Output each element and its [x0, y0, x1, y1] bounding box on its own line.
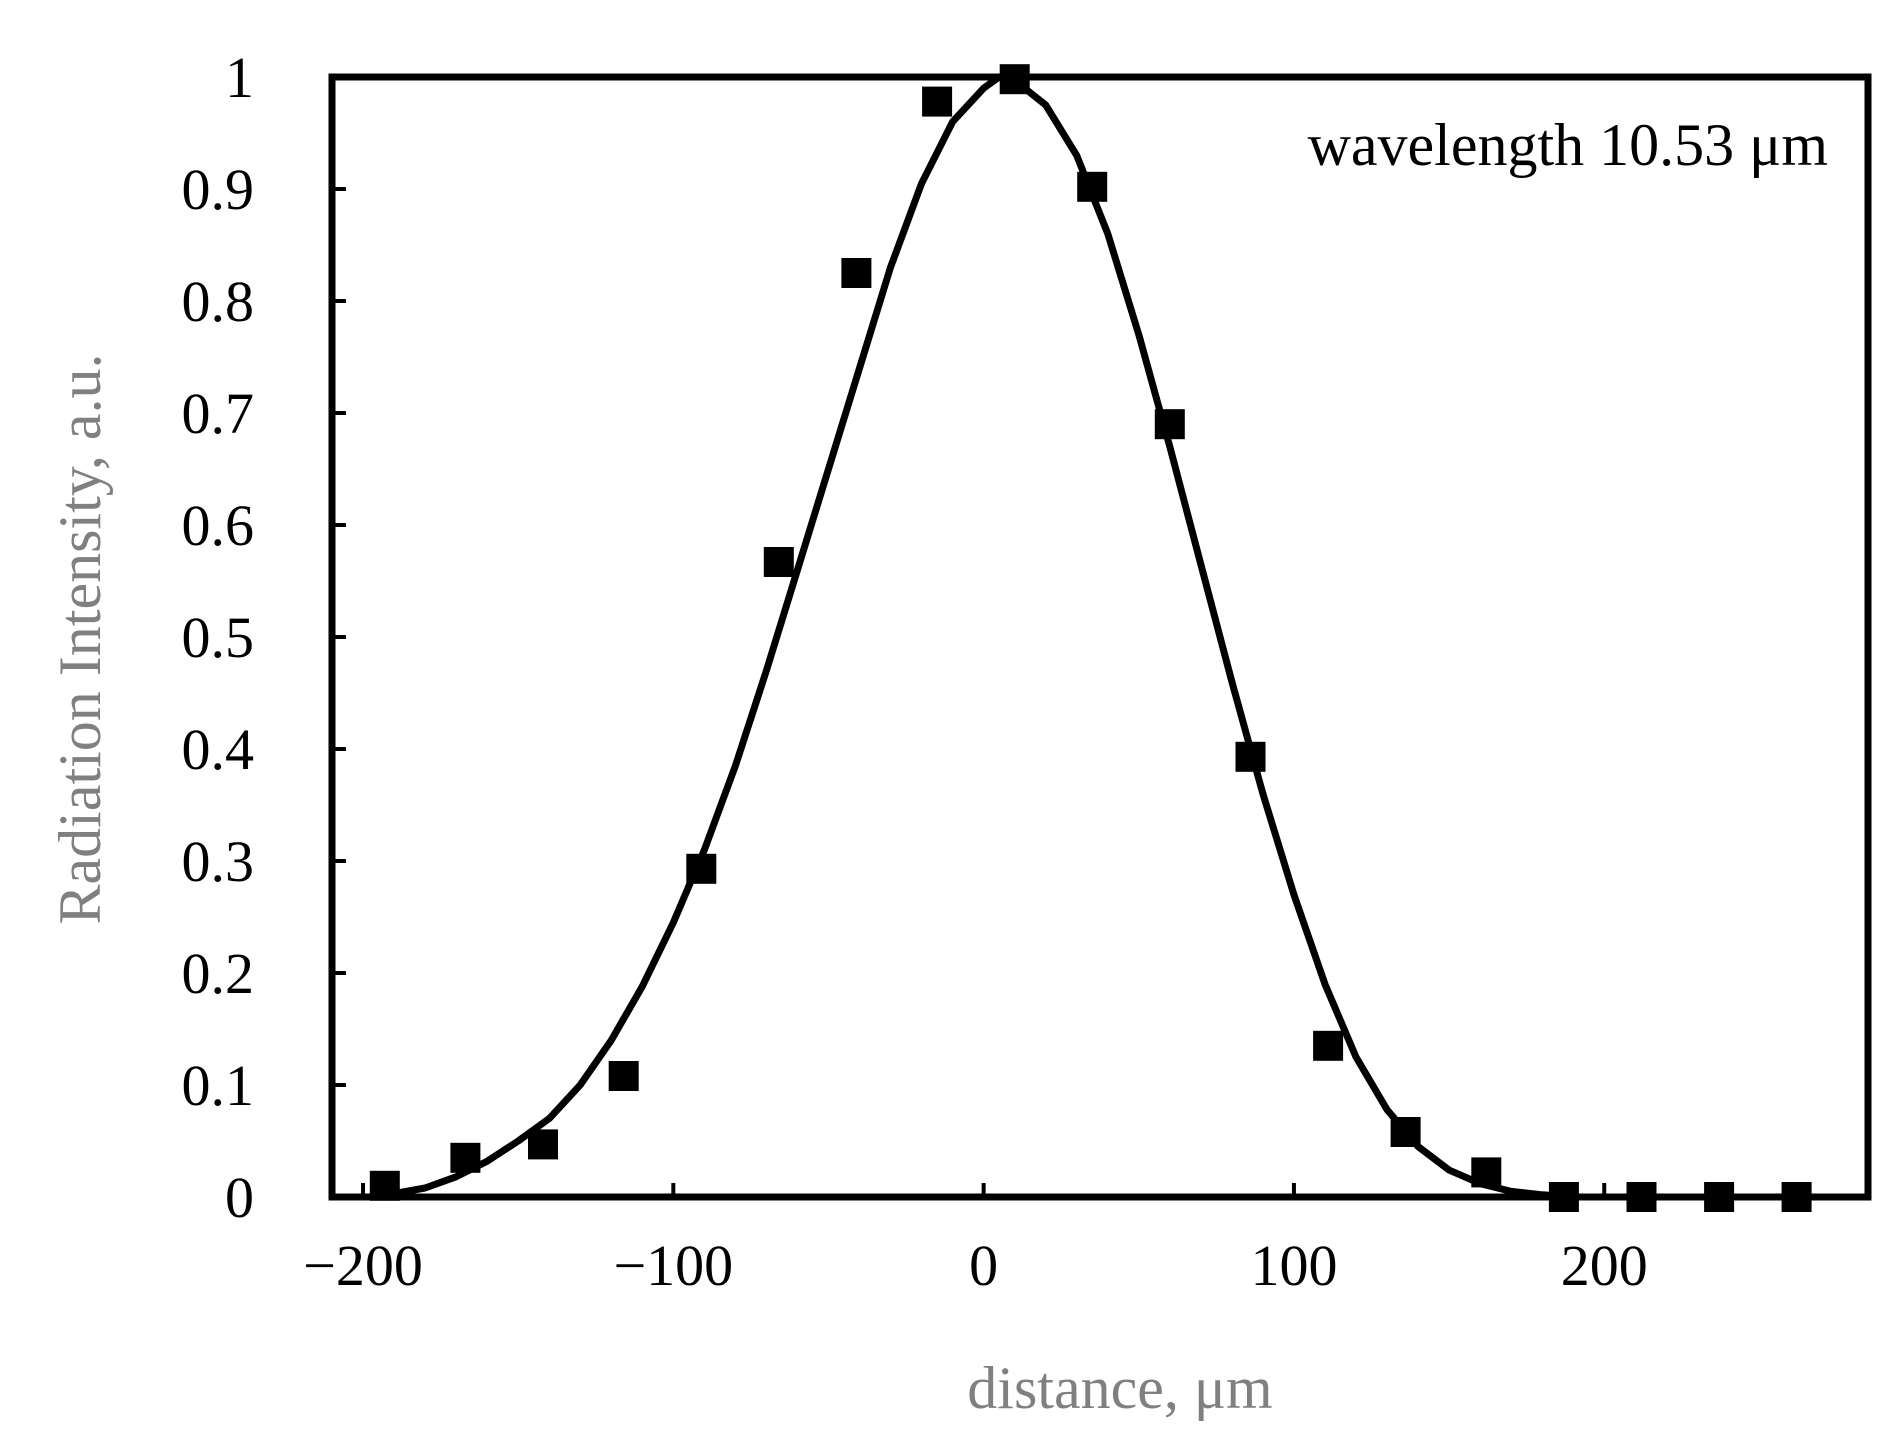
data-point-14	[1390, 1117, 1421, 1147]
y-tick-label: 0.6	[182, 493, 255, 558]
data-point-2	[450, 1142, 481, 1173]
y-tick-label: 0.3	[182, 829, 255, 894]
x-tick-label: −100	[613, 1233, 733, 1298]
x-tick-label: 200	[1561, 1233, 1648, 1298]
data-point-15	[1471, 1157, 1502, 1188]
data-point-6	[763, 547, 794, 577]
plot-frame	[328, 73, 1872, 1201]
data-point-13	[1313, 1030, 1344, 1061]
y-tick-label: 0.5	[182, 605, 255, 670]
y-axis-label: Radiation Intensity, a.u.	[47, 354, 113, 925]
data-point-18	[1704, 1182, 1735, 1212]
tick-labels: −200 −100 0 100 200 0 0.1 0.2 0.3 0.4 0.5 0.6 0.7 0.8…	[182, 45, 1648, 1298]
axis-ticks	[332, 75, 1607, 1199]
data-point-1	[369, 1170, 400, 1201]
y-tick-label: 0	[225, 1165, 254, 1230]
data-point-17	[1626, 1182, 1657, 1212]
data-point-7	[841, 258, 872, 288]
plot-area	[328, 64, 1872, 1212]
data-point-8	[922, 86, 953, 117]
data-point-5	[686, 853, 717, 884]
data-point-3	[528, 1129, 558, 1160]
x-tick-label: 0	[969, 1233, 998, 1298]
y-tick-label: 0.8	[182, 269, 255, 334]
y-tick-label: 1	[225, 45, 254, 110]
data-point-16	[1548, 1182, 1579, 1212]
data-point-11	[1154, 409, 1185, 440]
data-point-10	[1077, 171, 1108, 202]
wavelength-annotation: wavelength 10.53 μm	[1308, 112, 1828, 178]
x-tick-label: −200	[303, 1233, 423, 1298]
data-point-9	[999, 64, 1030, 95]
y-tick-label: 0.4	[182, 717, 255, 782]
y-tick-label: 0.2	[182, 941, 255, 1006]
data-point-4	[608, 1061, 639, 1091]
x-axis-label: distance, μm	[967, 1355, 1272, 1421]
fit-curve	[393, 73, 1605, 1201]
data-point-12	[1235, 741, 1266, 772]
y-tick-label: 0.1	[182, 1053, 255, 1118]
x-tick-label: 100	[1250, 1233, 1337, 1298]
data-point-19	[1781, 1182, 1812, 1212]
y-tick-label: 0.7	[182, 381, 255, 446]
y-tick-label: 0.9	[182, 157, 255, 222]
